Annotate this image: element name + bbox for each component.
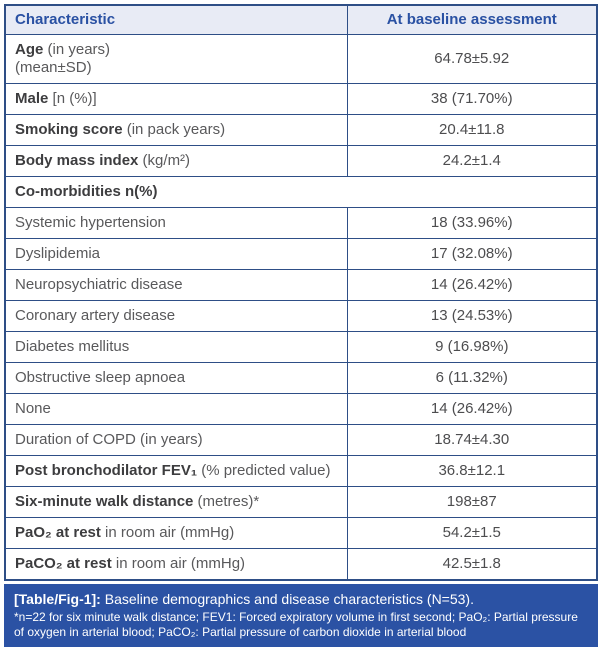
table-row: PaO₂ at rest in room air (mmHg) 54.2±1.5 xyxy=(4,517,598,549)
characteristic-cell: PaO₂ at rest in room air (mmHg) xyxy=(4,517,348,549)
value-cell: 54.2±1.5 xyxy=(346,517,598,549)
value-cell: 18 (33.96%) xyxy=(346,207,598,239)
characteristic-cell: Co-morbidities n(%) xyxy=(4,176,598,208)
characteristic-cell: Male [n (%)] xyxy=(4,83,348,115)
value-cell: 198±87 xyxy=(346,486,598,518)
caption-bar: [Table/Fig-1]: Baseline demographics and… xyxy=(4,584,598,647)
table-row: Smoking score (in pack years) 20.4±11.8 xyxy=(4,114,598,146)
table-row: Dyslipidemia 17 (32.08%) xyxy=(4,238,598,270)
characteristic-cell: PaCO₂ at rest in room air (mmHg) xyxy=(4,548,348,581)
table-row: Diabetes mellitus 9 (16.98%) xyxy=(4,331,598,363)
value-cell: 14 (26.42%) xyxy=(346,269,598,301)
caption-text: Baseline demographics and disease charac… xyxy=(100,591,474,607)
table-footnote: *n=22 for six minute walk distance; FEV1… xyxy=(14,610,578,639)
value-cell: 42.5±1.8 xyxy=(346,548,598,581)
table-row: None 14 (26.42%) xyxy=(4,393,598,425)
characteristic-cell: Post bronchodilator FEV₁ (% predicted va… xyxy=(4,455,348,487)
characteristic-cell: Duration of COPD (in years) xyxy=(4,424,348,456)
caption-label: [Table/Fig-1]: xyxy=(14,591,101,607)
table-section-row: Co-morbidities n(%) xyxy=(4,176,598,208)
table-caption: [Table/Fig-1]: Baseline demographics and… xyxy=(14,590,588,608)
characteristic-cell: Body mass index (kg/m²) xyxy=(4,145,348,177)
value-cell: 9 (16.98%) xyxy=(346,331,598,363)
characteristic-cell: Neuropsychiatric disease xyxy=(4,269,348,301)
characteristic-cell: Smoking score (in pack years) xyxy=(4,114,348,146)
header-row: Characteristic At baseline assessment xyxy=(4,4,598,35)
value-cell: 6 (11.32%) xyxy=(346,362,598,394)
characteristic-cell: Coronary artery disease xyxy=(4,300,348,332)
value-cell: 64.78±5.92 xyxy=(346,34,598,84)
table-row: Duration of COPD (in years) 18.74±4.30 xyxy=(4,424,598,456)
value-cell: 38 (71.70%) xyxy=(346,83,598,115)
value-cell: 36.8±12.1 xyxy=(346,455,598,487)
value-cell: 17 (32.08%) xyxy=(346,238,598,270)
characteristic-cell: None xyxy=(4,393,348,425)
value-cell: 14 (26.42%) xyxy=(346,393,598,425)
table-row: Neuropsychiatric disease 14 (26.42%) xyxy=(4,269,598,301)
baseline-demographics-table: Characteristic At baseline assessment Ag… xyxy=(4,4,598,581)
table-row: Obstructive sleep apnoea 6 (11.32%) xyxy=(4,362,598,394)
table-body: Age (in years) (mean±SD) 64.78±5.92 Male [n… xyxy=(4,34,598,581)
table-row: Post bronchodilator FEV₁ (% predicted va… xyxy=(4,455,598,487)
table-row: Six-minute walk distance (metres)* 198±87 xyxy=(4,486,598,518)
value-cell: 24.2±1.4 xyxy=(346,145,598,177)
table-row: PaCO₂ at rest in room air (mmHg) 42.5±1.8 xyxy=(4,548,598,581)
characteristic-cell: Dyslipidemia xyxy=(4,238,348,270)
value-cell: 20.4±11.8 xyxy=(346,114,598,146)
column-header-baseline-assessment: At baseline assessment xyxy=(346,4,598,35)
table-row: Coronary artery disease 13 (24.53%) xyxy=(4,300,598,332)
characteristic-cell: Obstructive sleep apnoea xyxy=(4,362,348,394)
table-row: Male [n (%)] 38 (71.70%) xyxy=(4,83,598,115)
characteristic-cell: Six-minute walk distance (metres)* xyxy=(4,486,348,518)
characteristic-cell: Age (in years) (mean±SD) xyxy=(4,34,348,84)
value-cell: 18.74±4.30 xyxy=(346,424,598,456)
table-row: Age (in years) (mean±SD) 64.78±5.92 xyxy=(4,34,598,84)
characteristic-cell: Systemic hypertension xyxy=(4,207,348,239)
value-cell: 13 (24.53%) xyxy=(346,300,598,332)
characteristic-cell: Diabetes mellitus xyxy=(4,331,348,363)
table-header: Characteristic At baseline assessment xyxy=(4,4,598,35)
table-row: Systemic hypertension 18 (33.96%) xyxy=(4,207,598,239)
column-header-characteristic: Characteristic xyxy=(4,4,348,35)
table-row: Body mass index (kg/m²) 24.2±1.4 xyxy=(4,145,598,177)
